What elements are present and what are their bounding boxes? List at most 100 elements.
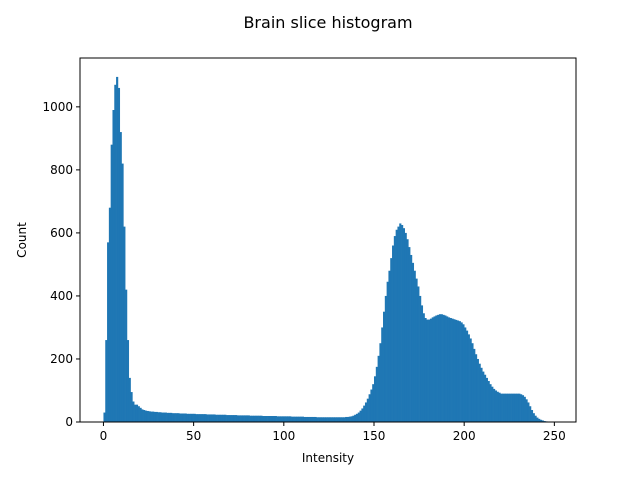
histogram-bar bbox=[426, 319, 429, 422]
histogram-bar bbox=[346, 416, 350, 422]
histogram-bar bbox=[476, 358, 479, 422]
histogram-bar bbox=[327, 417, 330, 422]
histogram-bar bbox=[364, 402, 368, 422]
histogram-bar bbox=[348, 416, 351, 422]
histogram-bar bbox=[220, 414, 223, 422]
histogram-bar bbox=[415, 278, 418, 422]
histogram-bar bbox=[285, 416, 288, 422]
histogram-bar bbox=[440, 314, 443, 422]
histogram-bar bbox=[536, 417, 539, 422]
histogram-bar bbox=[175, 413, 178, 422]
histogram-bar bbox=[190, 413, 193, 422]
y-axis-label: Count bbox=[15, 222, 29, 258]
x-tick-label: 100 bbox=[272, 429, 295, 443]
histogram-bar bbox=[267, 416, 270, 422]
histogram-bar bbox=[307, 416, 310, 422]
histogram-bar bbox=[319, 417, 323, 422]
histogram-bar bbox=[235, 415, 238, 422]
histogram-bar bbox=[276, 416, 279, 422]
histogram-bar bbox=[301, 416, 304, 422]
histogram-bar bbox=[447, 317, 451, 422]
histogram-bar bbox=[332, 417, 335, 422]
y-tick-label: 400 bbox=[50, 289, 73, 303]
histogram-bar bbox=[244, 415, 247, 422]
histogram-bar bbox=[265, 416, 268, 422]
histogram-bar bbox=[137, 406, 140, 422]
histogram-bar bbox=[303, 416, 306, 422]
histogram-bar bbox=[249, 415, 252, 422]
histogram-bar bbox=[202, 414, 205, 422]
histogram-bar bbox=[467, 334, 470, 422]
histogram-bar bbox=[437, 314, 440, 422]
histogram-bar bbox=[280, 416, 283, 422]
histogram-bar bbox=[231, 415, 234, 422]
histogram-bar bbox=[541, 420, 544, 422]
histogram-bar bbox=[134, 404, 137, 422]
x-tick-label: 200 bbox=[453, 429, 476, 443]
histogram-bar bbox=[260, 415, 263, 422]
histogram-bar bbox=[159, 412, 162, 422]
histogram-bar bbox=[390, 258, 393, 422]
y-axis-ticks: 0 200 400 600 800 1000 bbox=[42, 100, 80, 429]
histogram-bar bbox=[309, 416, 312, 422]
histogram-bar bbox=[485, 377, 488, 422]
histogram-bar bbox=[253, 415, 256, 422]
histogram-bar bbox=[449, 318, 452, 422]
x-tick-label: 250 bbox=[543, 429, 566, 443]
histogram-bar bbox=[420, 305, 424, 422]
histogram-bar bbox=[256, 415, 259, 422]
histogram-bar bbox=[527, 402, 530, 422]
histogram-bar bbox=[392, 245, 395, 422]
y-tick-label: 1000 bbox=[42, 100, 73, 114]
histogram-bar bbox=[518, 393, 521, 422]
histogram-bar bbox=[204, 414, 207, 422]
histogram-bar bbox=[505, 393, 508, 422]
histogram-bar bbox=[402, 228, 405, 422]
histogram-bar bbox=[247, 415, 250, 422]
histogram-bars bbox=[103, 76, 553, 423]
histogram-bar bbox=[442, 314, 445, 422]
histogram-bar bbox=[110, 144, 113, 423]
histogram-bar bbox=[291, 416, 294, 422]
histogram-bar bbox=[173, 413, 176, 422]
histogram-bar bbox=[218, 414, 222, 422]
histogram-bar bbox=[242, 415, 245, 422]
histogram-bar bbox=[496, 391, 499, 422]
histogram-bar bbox=[366, 398, 369, 422]
histogram-bar bbox=[413, 270, 416, 422]
histogram-bar bbox=[316, 417, 319, 422]
histogram-bar bbox=[493, 388, 496, 422]
histogram-bar bbox=[523, 396, 526, 422]
histogram-bar bbox=[200, 414, 203, 422]
chart-title: Brain slice histogram bbox=[243, 13, 412, 32]
histogram-bar bbox=[298, 416, 301, 422]
histogram-bar bbox=[433, 316, 436, 422]
histogram-bar bbox=[213, 414, 216, 422]
histogram-bar bbox=[236, 415, 240, 422]
histogram-bar bbox=[119, 132, 122, 422]
histogram-bar bbox=[512, 393, 516, 422]
histogram-bar bbox=[514, 393, 517, 422]
histogram-bar bbox=[372, 384, 375, 422]
histogram-bar bbox=[181, 413, 184, 422]
histogram-bar bbox=[395, 229, 398, 422]
histogram-bar bbox=[209, 414, 213, 422]
histogram-bar bbox=[530, 410, 534, 422]
histogram-bar bbox=[469, 338, 472, 422]
histogram-bar bbox=[146, 410, 149, 422]
histogram-bar bbox=[269, 416, 272, 422]
histogram-bar bbox=[130, 392, 133, 422]
histogram-bar bbox=[144, 410, 148, 422]
histogram-bar bbox=[254, 415, 258, 422]
histogram-bar bbox=[507, 393, 510, 422]
histogram-bar bbox=[456, 320, 460, 422]
histogram-bar bbox=[487, 381, 490, 422]
histogram-bar bbox=[345, 416, 348, 422]
histogram-bar bbox=[375, 366, 378, 422]
histogram-bar bbox=[383, 311, 386, 422]
histogram-bar bbox=[141, 409, 144, 422]
histogram-bar bbox=[464, 327, 467, 422]
histogram-bar bbox=[139, 407, 142, 422]
histogram-bar bbox=[460, 322, 463, 422]
y-tick-label: 0 bbox=[65, 415, 73, 429]
